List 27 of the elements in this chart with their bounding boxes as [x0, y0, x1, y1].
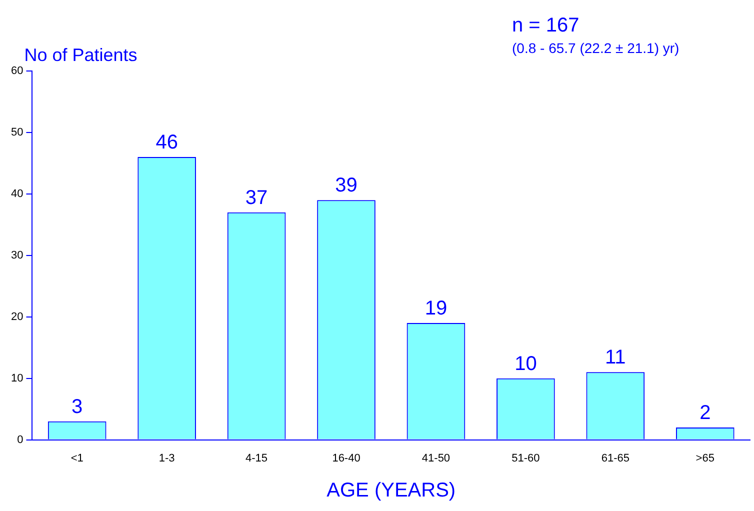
y-tick-label: 20 [10, 310, 24, 323]
text: n = 167 [512, 14, 580, 37]
x-tick-label: 16-40 [332, 452, 360, 464]
y-tick-label: 40 [10, 188, 24, 200]
x-tick-label: 61-65 [601, 452, 630, 464]
y-tick-label: 0 [17, 434, 24, 446]
x-tick-label: <1 [70, 452, 84, 464]
data-label: 46 [156, 132, 178, 154]
data-label: 19 [424, 298, 448, 320]
data-label: 2 [700, 402, 711, 424]
x-tick-label: 1-3 [158, 452, 175, 464]
x-tick-label: 51-60 [512, 452, 540, 464]
y-tick-label: 30 [10, 249, 24, 262]
x-tick-label: 41-50 [422, 452, 450, 464]
y-tick-label: 50 [10, 126, 24, 138]
data-label: 3 [72, 396, 83, 418]
data-label: 39 [335, 174, 358, 197]
data-label: 11 [605, 346, 626, 369]
x-tick-label: 4-15 [246, 452, 268, 464]
data-label: 10 [514, 352, 537, 375]
y-tick-label: 10 [10, 372, 24, 384]
y-tick-label: 60 [10, 65, 24, 78]
x-tick-label: >65 [696, 452, 714, 464]
data-label: 37 [245, 186, 268, 209]
x-axis-title: AGE (YEARS) [326, 480, 456, 502]
y-axis-title: No of Patients [24, 44, 138, 65]
text: (0.8 - 65.7 (22.2 ± 21.1) yr) [512, 40, 680, 56]
